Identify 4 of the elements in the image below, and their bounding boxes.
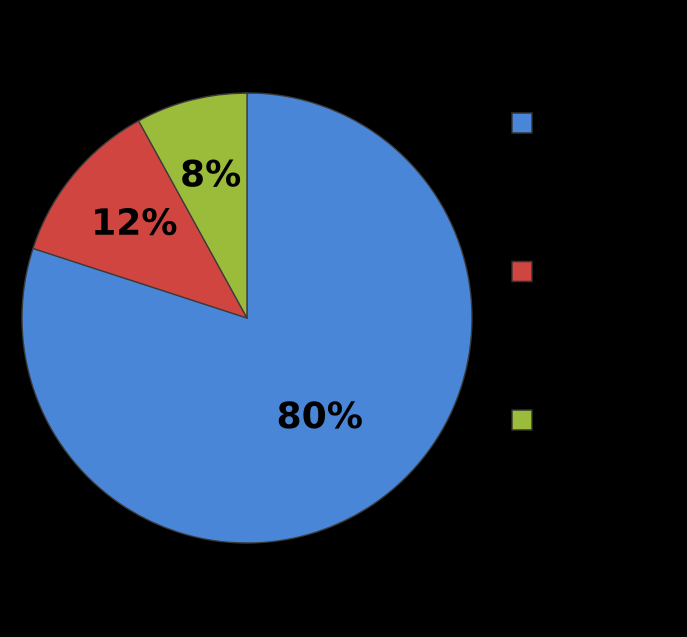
pie-slice [21, 92, 473, 544]
data-label: 8% [182, 160, 240, 187]
data-label: 80% [278, 401, 362, 429]
data-label: 12% [95, 208, 176, 236]
